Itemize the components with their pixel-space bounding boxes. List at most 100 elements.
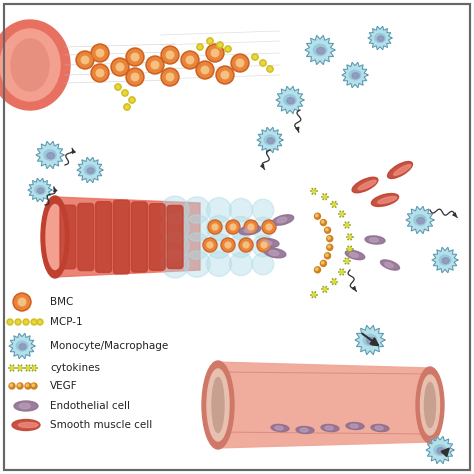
Polygon shape bbox=[406, 206, 434, 234]
Ellipse shape bbox=[0, 20, 70, 110]
Ellipse shape bbox=[300, 428, 308, 432]
Ellipse shape bbox=[84, 165, 96, 175]
Circle shape bbox=[211, 49, 219, 57]
Circle shape bbox=[203, 238, 217, 252]
FancyBboxPatch shape bbox=[60, 205, 76, 269]
Circle shape bbox=[111, 58, 129, 76]
FancyBboxPatch shape bbox=[167, 206, 183, 268]
Circle shape bbox=[260, 60, 266, 66]
Ellipse shape bbox=[420, 375, 439, 435]
FancyBboxPatch shape bbox=[131, 202, 147, 272]
Circle shape bbox=[116, 63, 124, 71]
Circle shape bbox=[33, 321, 35, 323]
Circle shape bbox=[208, 220, 222, 234]
FancyBboxPatch shape bbox=[96, 201, 112, 273]
Ellipse shape bbox=[277, 217, 287, 223]
Ellipse shape bbox=[87, 168, 94, 173]
Circle shape bbox=[231, 54, 249, 72]
Circle shape bbox=[326, 228, 328, 231]
Polygon shape bbox=[215, 362, 430, 448]
Polygon shape bbox=[432, 247, 458, 273]
Circle shape bbox=[196, 61, 214, 79]
Circle shape bbox=[10, 384, 12, 386]
Circle shape bbox=[124, 104, 130, 110]
Ellipse shape bbox=[439, 255, 451, 265]
Circle shape bbox=[25, 383, 31, 389]
Text: Monocyte/Macrophage: Monocyte/Macrophage bbox=[50, 341, 168, 351]
Circle shape bbox=[227, 221, 239, 233]
Circle shape bbox=[333, 280, 336, 283]
Circle shape bbox=[207, 242, 213, 248]
Circle shape bbox=[321, 221, 324, 223]
Circle shape bbox=[268, 67, 272, 71]
Circle shape bbox=[161, 250, 189, 278]
Circle shape bbox=[229, 252, 253, 275]
Circle shape bbox=[7, 319, 13, 325]
Circle shape bbox=[31, 383, 37, 389]
Polygon shape bbox=[55, 197, 200, 277]
Ellipse shape bbox=[269, 250, 279, 255]
Circle shape bbox=[13, 293, 31, 311]
Circle shape bbox=[212, 224, 218, 230]
Ellipse shape bbox=[442, 258, 449, 264]
Circle shape bbox=[9, 383, 15, 389]
Ellipse shape bbox=[358, 180, 376, 190]
Text: VEGF: VEGF bbox=[50, 381, 78, 391]
Ellipse shape bbox=[366, 337, 375, 344]
Circle shape bbox=[209, 39, 211, 43]
Circle shape bbox=[252, 253, 274, 275]
Circle shape bbox=[233, 55, 247, 70]
Circle shape bbox=[262, 220, 276, 234]
Text: Smooth muscle cell: Smooth muscle cell bbox=[50, 420, 152, 430]
Circle shape bbox=[266, 224, 272, 230]
Circle shape bbox=[327, 236, 333, 242]
Circle shape bbox=[17, 383, 23, 389]
Circle shape bbox=[161, 46, 179, 64]
Circle shape bbox=[340, 271, 343, 273]
Ellipse shape bbox=[381, 260, 400, 270]
Circle shape bbox=[221, 71, 229, 79]
Circle shape bbox=[166, 73, 174, 81]
Ellipse shape bbox=[46, 204, 64, 270]
Circle shape bbox=[325, 253, 330, 259]
Circle shape bbox=[312, 293, 315, 296]
Circle shape bbox=[163, 70, 177, 84]
Ellipse shape bbox=[14, 401, 38, 411]
Circle shape bbox=[31, 319, 37, 325]
Ellipse shape bbox=[12, 419, 40, 430]
Circle shape bbox=[221, 238, 235, 252]
Ellipse shape bbox=[385, 263, 393, 268]
Circle shape bbox=[222, 239, 234, 251]
Ellipse shape bbox=[262, 240, 272, 246]
Circle shape bbox=[96, 69, 104, 77]
Circle shape bbox=[314, 267, 320, 273]
Circle shape bbox=[207, 198, 231, 222]
Circle shape bbox=[327, 245, 333, 250]
Circle shape bbox=[240, 239, 252, 251]
Ellipse shape bbox=[272, 215, 294, 225]
Ellipse shape bbox=[207, 369, 229, 441]
Circle shape bbox=[207, 252, 231, 276]
FancyBboxPatch shape bbox=[113, 200, 129, 274]
Circle shape bbox=[207, 216, 231, 240]
Circle shape bbox=[76, 51, 94, 69]
Circle shape bbox=[254, 55, 256, 58]
Circle shape bbox=[78, 53, 92, 67]
Ellipse shape bbox=[11, 39, 49, 91]
Circle shape bbox=[267, 66, 273, 72]
Circle shape bbox=[201, 66, 209, 74]
Circle shape bbox=[15, 319, 21, 325]
Circle shape bbox=[325, 227, 330, 233]
Ellipse shape bbox=[0, 29, 60, 101]
Circle shape bbox=[229, 217, 253, 239]
Circle shape bbox=[333, 203, 336, 206]
Ellipse shape bbox=[350, 424, 358, 428]
Ellipse shape bbox=[371, 424, 389, 431]
Circle shape bbox=[126, 68, 144, 86]
Circle shape bbox=[208, 46, 222, 60]
Ellipse shape bbox=[16, 341, 28, 351]
Ellipse shape bbox=[378, 197, 397, 203]
Polygon shape bbox=[257, 128, 283, 153]
FancyBboxPatch shape bbox=[78, 203, 94, 271]
Ellipse shape bbox=[284, 95, 296, 105]
